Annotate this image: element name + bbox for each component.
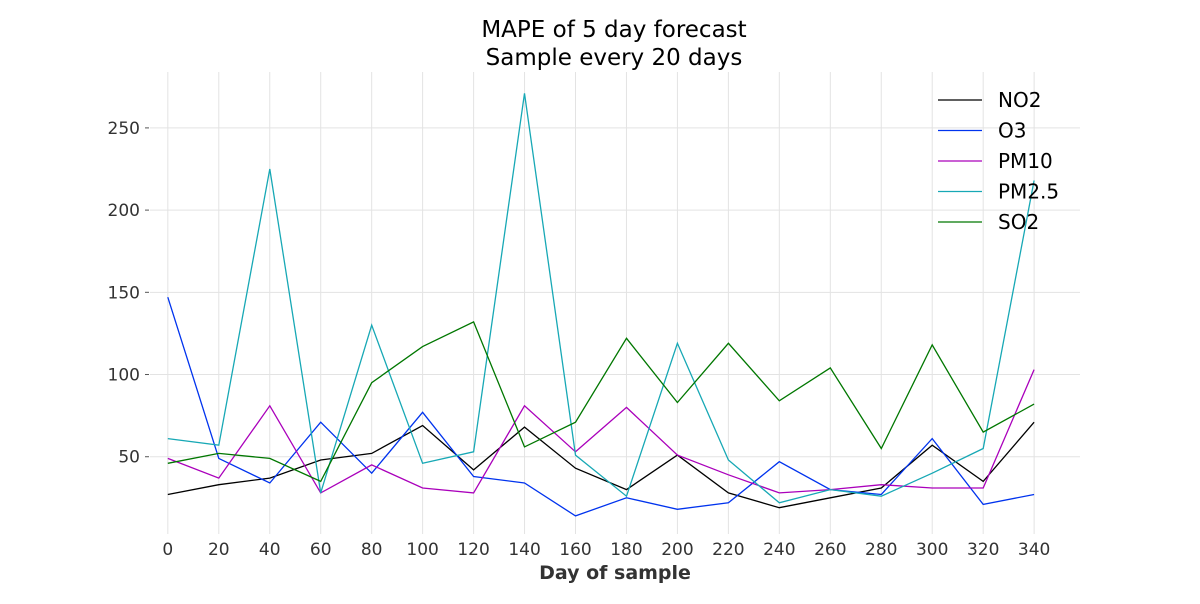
- x-axis-label: Day of sample: [539, 562, 691, 584]
- legend-label: PM2.5: [998, 180, 1059, 204]
- x-tick-label: 300: [916, 540, 948, 560]
- x-tick-label: 140: [508, 540, 540, 560]
- x-tick-label: 60: [310, 540, 332, 560]
- chart-title: MAPE of 5 day forecast: [481, 17, 746, 43]
- series-line-pm10: [167, 369, 1035, 494]
- y-axis-ticks: 50 100 150 200 250: [108, 119, 149, 468]
- grid: [150, 72, 1080, 534]
- x-tick-label: 220: [712, 540, 744, 560]
- x-tick-label: 180: [610, 540, 642, 560]
- x-tick-label: 340: [1018, 540, 1050, 560]
- series-lines: [167, 93, 1035, 517]
- y-tick-label: 200: [108, 201, 140, 221]
- series-line-no2: [167, 421, 1035, 509]
- x-tick-label: 0: [162, 540, 173, 560]
- x-tick-label: 200: [661, 540, 693, 560]
- chart-subtitle: Sample every 20 days: [486, 45, 743, 71]
- x-tick-label: 280: [865, 540, 897, 560]
- x-tick-label: 20: [208, 540, 230, 560]
- x-tick-label: 120: [457, 540, 489, 560]
- legend: NO2 O3 PM10 PM2.5 SO2: [938, 88, 1059, 234]
- series-line-pm2-5: [167, 93, 1035, 504]
- x-tick-label: 80: [361, 540, 383, 560]
- x-tick-label: 240: [763, 540, 795, 560]
- y-tick-label: 250: [108, 119, 140, 139]
- x-tick-label: 40: [259, 540, 281, 560]
- x-tick-label: 260: [814, 540, 846, 560]
- x-tick-label: 320: [967, 540, 999, 560]
- y-tick-label: 100: [108, 366, 140, 386]
- x-tick-label: 100: [406, 540, 438, 560]
- x-axis-ticks: 0 20 40 60 80 100 120 140 160 180 200 220 240 260 280 3…: [162, 540, 1050, 560]
- legend-label: NO2: [998, 88, 1041, 112]
- legend-label: O3: [998, 119, 1026, 143]
- series-line-o3: [167, 297, 1035, 517]
- legend-label: SO2: [998, 210, 1039, 234]
- legend-label: PM10: [998, 149, 1053, 173]
- x-tick-label: 160: [559, 540, 591, 560]
- y-tick-label: 50: [118, 448, 140, 468]
- y-tick-label: 150: [108, 283, 140, 303]
- series-line-so2: [167, 321, 1035, 483]
